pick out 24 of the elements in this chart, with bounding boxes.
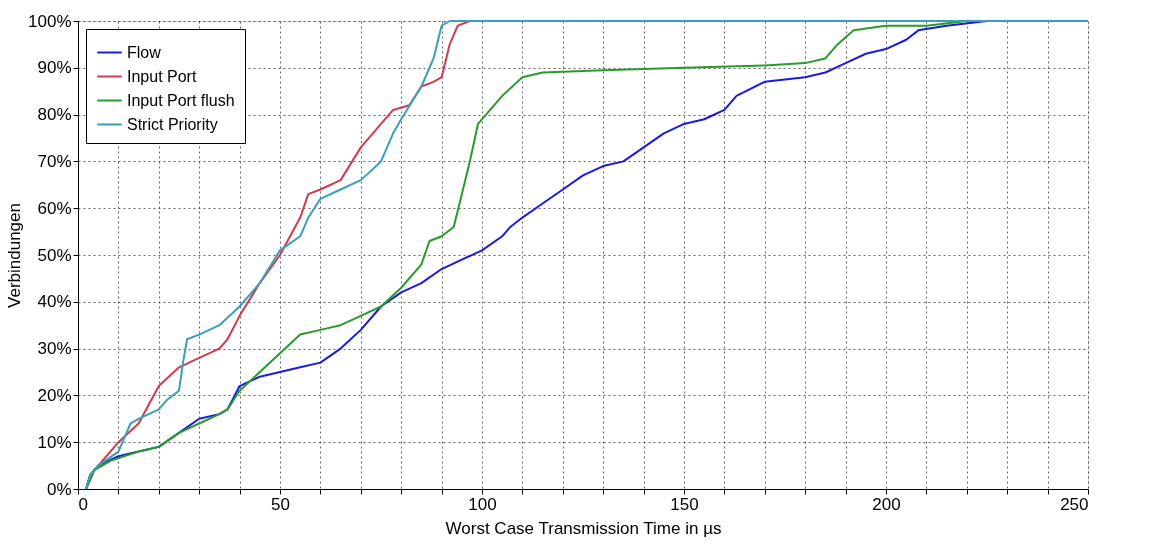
x-tick-label: 150 <box>670 494 699 514</box>
x-tick-label: 100 <box>468 494 497 514</box>
y-axis-title: Verbindungen <box>5 203 25 308</box>
y-tick-label: 20% <box>37 385 72 405</box>
y-tick-label: 100% <box>28 11 72 31</box>
y-tick-label: 50% <box>37 245 72 265</box>
x-tick-label: 200 <box>872 494 901 514</box>
y-tick-label: 30% <box>37 339 72 359</box>
x-axis-title: Worst Case Transmission Time in µs <box>445 518 722 538</box>
y-tick-label: 0% <box>46 479 72 499</box>
y-tick-label: 10% <box>37 432 72 452</box>
y-tick-label: 90% <box>37 58 72 78</box>
legend-label: Strict Priority <box>127 115 218 133</box>
y-tick-label: 40% <box>37 292 72 312</box>
legend-label: Flow <box>127 43 162 61</box>
legend-label: Input Port <box>127 67 197 85</box>
line-series <box>85 20 1089 490</box>
y-tick-label: 80% <box>37 105 72 125</box>
legend-label: Input Port flush <box>127 91 235 109</box>
x-tick-label: 50 <box>271 494 290 514</box>
x-tick-label: 0 <box>78 494 88 514</box>
y-tick-label: 60% <box>37 198 72 218</box>
y-tick-label: 70% <box>37 151 72 171</box>
x-tick-label: 250 <box>1060 494 1089 514</box>
